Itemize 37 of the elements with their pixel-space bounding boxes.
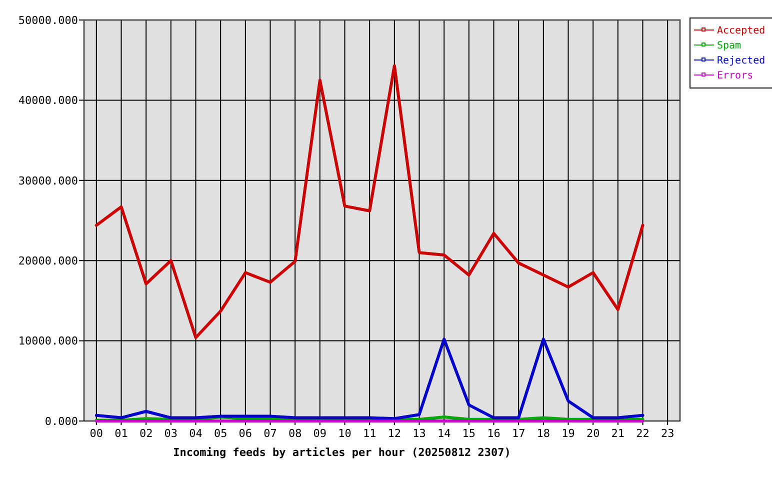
y-tick-label: 50000.000 [18, 14, 78, 27]
legend-label: Accepted [717, 26, 766, 36]
x-tick-label: 08 [288, 427, 302, 440]
x-tick-label: 19 [562, 427, 575, 440]
x-tick-label: 03 [164, 427, 178, 440]
x-tick-label: 05 [214, 427, 228, 440]
x-tick-label: 11 [362, 427, 376, 440]
x-tick-label: 20 [586, 427, 600, 440]
x-tick-label: 16 [487, 427, 500, 440]
x-tick-label: 07 [264, 427, 277, 440]
y-tick-label: 20000.000 [18, 254, 78, 268]
line-series [94, 64, 644, 340]
legend-label: Rejected [717, 56, 766, 66]
y-tick-label: 0.000 [44, 414, 78, 428]
x-tick-label: 18 [536, 427, 550, 440]
x-tick-label: 13 [412, 427, 426, 440]
x-tick-label: 17 [512, 427, 526, 440]
x-tick-label: 01 [114, 427, 128, 440]
x-axis-title: Incoming feeds by articles per hour (20250812 2307) [173, 446, 511, 459]
x-tick-label: 02 [139, 427, 153, 440]
line-series [94, 338, 644, 420]
x-tick-label: 04 [189, 427, 203, 440]
x-tick-label: 21 [611, 427, 625, 440]
x-tick-label: 10 [338, 427, 352, 440]
x-tick-label: 22 [636, 427, 650, 440]
y-tick-label: 30000.000 [18, 174, 78, 188]
x-tick-label: 12 [388, 427, 402, 440]
legend-label: Errors [717, 70, 754, 82]
x-tick-label: 14 [437, 427, 452, 440]
x-tick-label: 06 [238, 427, 252, 440]
y-tick-label: 10000.000 [18, 334, 78, 348]
x-tick-label: 00 [90, 427, 104, 440]
x-tick-label: 09 [313, 427, 327, 440]
x-tick-label: 15 [462, 427, 476, 440]
x-tick-label: 23 [660, 427, 674, 440]
y-tick-label: 40000.000 [18, 94, 78, 108]
legend-label: Spam [717, 40, 742, 52]
